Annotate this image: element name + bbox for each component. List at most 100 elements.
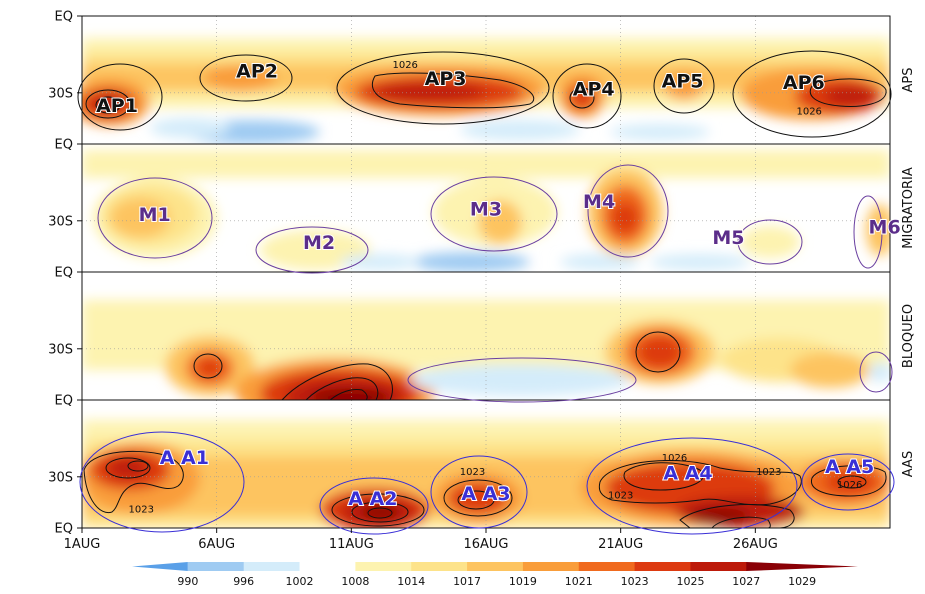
- system-label-ap4: AP4: [573, 78, 615, 100]
- contour-bloqueo-1: [193, 353, 223, 379]
- contour-aa1-1023: [83, 450, 184, 514]
- y-tick-label: EQ: [55, 138, 73, 153]
- ellipse-bloqueo-2: [859, 351, 893, 393]
- colorbar-segment: [522, 562, 580, 571]
- contour-aa5-1026: [811, 465, 887, 497]
- system-label-m2: M2: [303, 232, 335, 254]
- colorbar-segment: [634, 562, 691, 571]
- colorbar-segment: [299, 562, 356, 571]
- y-tick-label: 30S: [48, 470, 73, 485]
- colorbar-min-arrow: [132, 562, 188, 571]
- contour-aa3-inner: [457, 490, 495, 510]
- panel-borders: [81, 15, 891, 529]
- system-label-m4: M4: [583, 191, 615, 213]
- colorbar-label-1027: 1027: [732, 575, 760, 588]
- colorbar-segment: [187, 562, 245, 571]
- colorbar-segment: [411, 562, 468, 571]
- contour-bloqueo-2a: [281, 363, 393, 401]
- system-label-a-a5: A A5: [825, 456, 874, 478]
- ellipse-ap4: [552, 63, 622, 129]
- contour-ap1-inner: [95, 96, 121, 114]
- panel-name-migratoria: MIGRATORIA: [901, 167, 916, 249]
- y-tick-label: EQ: [55, 522, 73, 537]
- colorbar-segment: [243, 562, 301, 571]
- colorbar-label-1021: 1021: [565, 575, 593, 588]
- contour-label-1023: 1023: [129, 504, 154, 515]
- ellipse-aa5: [801, 453, 895, 511]
- y-tick-label: 30S: [48, 342, 73, 357]
- system-label-a-a4: A A4: [663, 462, 712, 484]
- colorbar: 990 996 1002 1008 1014 1017 1019 1021 1023 1025 10…: [132, 562, 858, 588]
- contour-label-1026: 1026: [837, 480, 862, 491]
- ellipse-aa4: [586, 437, 798, 535]
- contour-aa4-core2: [710, 516, 771, 529]
- colorbar-label-1025: 1025: [676, 575, 704, 588]
- panel-name-aas: AAS: [901, 451, 916, 477]
- system-label-m1: M1: [139, 204, 171, 226]
- system-label-a-a1: A A1: [160, 447, 209, 469]
- colorbar-label-1002: 1002: [286, 575, 314, 588]
- contour-bloqueo-2b: [305, 377, 379, 401]
- ellipse-m5: [737, 219, 803, 265]
- contour-aa4-core: [679, 504, 795, 529]
- contour-label-1026: 1026: [662, 453, 687, 464]
- y-tick-label: EQ: [55, 266, 73, 281]
- ellipse-bloqueo-1: [407, 357, 637, 403]
- ellipse-aa3: [430, 455, 528, 529]
- colorbar-segment: [578, 562, 636, 571]
- contour-aa2-c: [367, 507, 393, 519]
- ellipse-aa2: [319, 477, 429, 535]
- ellipse-ap5: [653, 58, 715, 114]
- y-tick-label: EQ: [55, 394, 73, 409]
- ellipse-m1: [97, 177, 213, 259]
- system-label-a-a3: A A3: [461, 483, 510, 505]
- ellipse-m3: [430, 176, 558, 252]
- system-label-a-a2: A A2: [348, 488, 397, 510]
- x-tick-label-21aug: 21AUG: [598, 537, 643, 552]
- system-label-m3: M3: [470, 199, 502, 221]
- contour-aa3-1023: [443, 479, 513, 517]
- system-label-m6: M6: [869, 217, 901, 239]
- system-label-ap2: AP2: [236, 60, 278, 82]
- contour-ap1: [85, 89, 131, 119]
- contour-aa1-core: [127, 460, 149, 472]
- panel-name-bloqueo: BLOQUEO: [901, 304, 916, 368]
- contour-aa4-1023: [598, 460, 802, 506]
- y-tick-label: 30S: [48, 214, 73, 229]
- ellipse-m4: [587, 164, 669, 258]
- contour-label-1023: 1023: [608, 490, 633, 501]
- colorbar-label-1029: 1029: [788, 575, 816, 588]
- contour-ap3: [371, 72, 535, 109]
- contour-aa5-inner: [837, 475, 867, 489]
- x-tick-label-1aug: 1AUG: [64, 537, 101, 552]
- system-label-ap1: AP1: [96, 95, 138, 117]
- system-label-ap6: AP6: [783, 72, 825, 94]
- ellipse-m2: [255, 226, 369, 274]
- y-axis-ticks: EQ 30S EQ 30S EQ 30S EQ 30S EQ: [48, 10, 82, 537]
- ellipse-ap1: [77, 63, 163, 131]
- colorbar-label-1023: 1023: [621, 575, 649, 588]
- panel-names: APS MIGRATORIA BLOQUEO AAS: [901, 68, 916, 478]
- x-tick-label-26aug: 26AUG: [733, 537, 778, 552]
- colorbar-label-1019: 1019: [509, 575, 537, 588]
- x-tick-label-11aug: 11AUG: [329, 537, 374, 552]
- colorbar-max-arrow: [746, 562, 858, 571]
- system-ellipses: [77, 50, 895, 535]
- contour-label-1023: 1023: [756, 467, 781, 478]
- ellipse-ap2: [199, 54, 293, 102]
- panel-aps: [82, 16, 890, 144]
- contour-bloqueo-3: [635, 331, 681, 373]
- pressure-contours: [83, 72, 887, 529]
- system-label-ap3: AP3: [425, 68, 467, 90]
- contour-bloqueo-2c: [329, 389, 368, 401]
- colorbar-label-996: 996: [233, 575, 254, 588]
- ellipse-aa1: [79, 431, 245, 533]
- contour-label-1026: 1026: [796, 106, 821, 117]
- colorbar-label-1014: 1014: [397, 575, 425, 588]
- ellipse-m6: [853, 195, 883, 269]
- x-tick-label-6aug: 6AUG: [198, 537, 235, 552]
- ellipse-ap3: [336, 51, 550, 125]
- x-axis-ticks: 1AUG 6AUG 11AUG 16AUG 21AUG 26AUG: [64, 528, 778, 552]
- colorbar-segment: [467, 562, 524, 571]
- system-labels: AP1 AP2 AP3 AP4 AP5 AP6 M1 M2 M3 M4 M5 M6 A A1 A A2 A …: [95, 59, 902, 511]
